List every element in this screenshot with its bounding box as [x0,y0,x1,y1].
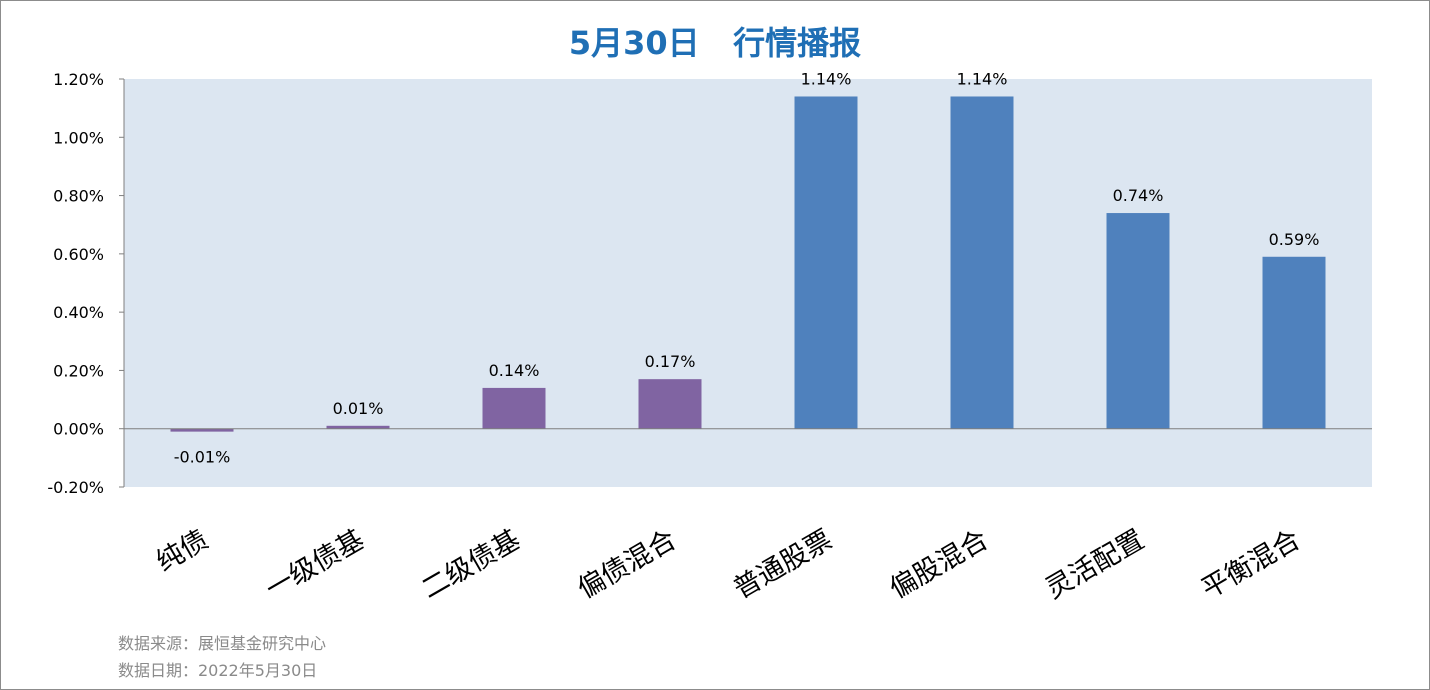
category-label-6: 灵活配置 [1040,524,1149,605]
data-labels-group: -0.01% 0.01% 0.14% 0.17% 1.14% 1.14% 0.74% 0.59… [174,69,1320,466]
y-tick-label: 1.00% [53,128,104,147]
category-label-5: 偏股混合 [884,524,993,605]
date-note: 数据日期：2022年5月30日 [118,661,318,680]
bar-3 [638,379,702,429]
y-tick-label: 0.20% [53,361,104,380]
category-label-4: 普通股票 [728,524,837,605]
bar-2 [482,387,546,429]
y-tick-label: 0.40% [53,303,104,322]
data-label-1: 0.01% [333,399,384,418]
category-label-1: 一级债基 [260,524,369,605]
bars-group [170,96,1326,432]
y-tick-label: 0.80% [53,187,104,206]
y-tick-label: 0.00% [53,420,104,439]
category-label-0: 纯债 [151,524,213,578]
y-tick-label: -0.20% [47,478,104,497]
bar-6 [1106,213,1170,429]
y-axis: 1.20% 1.00% 0.80% 0.60% 0.40% 0.20% 0.00% -0.20… [47,70,125,497]
data-label-7: 0.59% [1269,230,1320,249]
plot-area [124,79,1372,487]
data-label-4: 1.14% [801,69,852,88]
data-label-0: -0.01% [174,448,231,467]
y-tick-label: 0.60% [53,245,104,264]
category-label-2: 二级债基 [416,524,525,605]
bar-4 [794,96,858,429]
chart-title: 5月30日 行情播报 [568,24,862,62]
bar-5 [950,96,1014,429]
bar-7 [1262,256,1326,429]
bar-0 [170,428,234,432]
data-label-2: 0.14% [489,361,540,380]
data-label-3: 0.17% [645,352,696,371]
category-label-7: 平衡混合 [1196,524,1305,605]
bar-1 [326,425,390,429]
source-note: 数据来源：展恒基金研究中心 [118,634,327,653]
y-tick-label: 1.20% [53,70,104,89]
data-label-6: 0.74% [1113,186,1164,205]
category-label-3: 偏债混合 [572,524,681,605]
data-label-5: 1.14% [957,69,1008,88]
